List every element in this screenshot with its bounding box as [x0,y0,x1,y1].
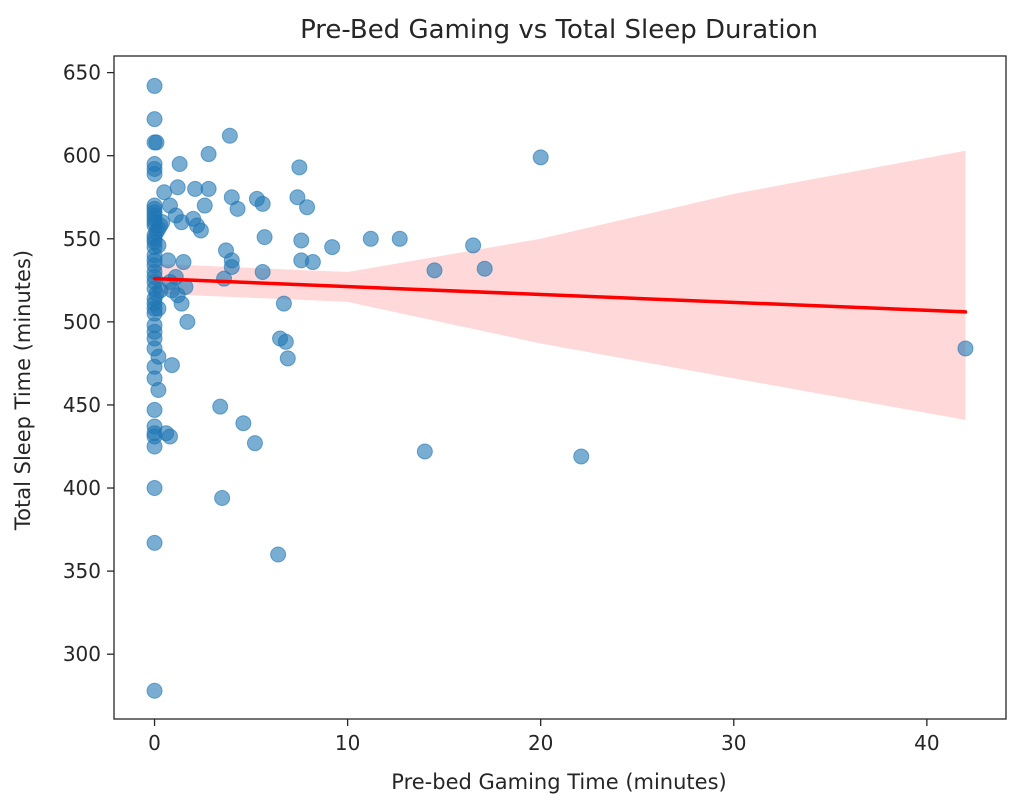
scatter-point [175,254,192,271]
scatter-point [146,401,163,418]
scatter-point [173,295,190,312]
x-tick-label: 30 [721,731,746,755]
scatter-point [465,237,482,254]
scatter-point [214,490,231,506]
x-tick-label: 0 [148,731,161,755]
x-tick-label: 40 [914,731,939,755]
y-tick-label: 600 [63,144,101,168]
y-tick-label: 400 [63,476,101,500]
y-tick-label: 300 [63,642,101,666]
scatter-point [573,448,590,465]
scatter-point [148,134,165,151]
scatter-point [146,534,163,551]
confidence-band [154,150,966,420]
scatter-points-layer [146,77,974,699]
scatter-point [200,146,217,163]
scatter-point [426,262,443,279]
scatter-point [169,179,186,196]
scatter-point [416,443,433,460]
scatter-point [254,195,271,212]
scatter-point [293,232,310,249]
scatter-point [146,165,163,182]
scatter-point [275,295,292,312]
x-tick-label: 10 [335,731,360,755]
scatter-point [146,438,163,455]
scatter-point [270,546,287,563]
x-axis-label: Pre-bed Gaming Time (minutes) [391,770,726,794]
scatter-point [391,230,408,247]
plot-frame [113,55,1007,720]
y-axis-label: Total Sleep Time (minutes) [11,250,35,531]
chart-title: Pre-Bed Gaming vs Total Sleep Duration [300,15,818,45]
scatter-point [223,252,240,269]
scatter-point [254,264,271,281]
scatter-point [299,199,316,216]
scatter-point [289,189,306,206]
y-tick-label: 350 [63,559,101,583]
scatter-point [160,252,177,269]
x-axis-ticks: 0 10 20 30 40 [148,719,940,755]
scatter-point [324,239,341,256]
scatter-point [146,682,163,699]
y-tick-label: 550 [63,227,101,251]
scatter-point [156,184,173,201]
scatter-point [161,428,178,445]
scatter-point [150,381,167,398]
scatter-point [291,159,308,176]
x-tick-label: 20 [528,731,553,755]
scatter-point [229,200,246,217]
y-axis-ticks: 300 350 400 450 500 550 600 650 [63,61,114,666]
scatter-point [279,350,296,367]
scatter-point [200,180,217,197]
scatter-point [246,435,263,452]
scatter-point [146,480,163,497]
scatter-point [179,313,196,330]
scatter-point [957,340,974,357]
scatter-point [235,415,252,432]
scatter-point [146,111,163,128]
scatter-point [221,127,238,144]
scatter-point [150,300,167,317]
scatter-point [277,333,294,350]
regression-line [152,276,968,314]
scatter-point [192,222,209,239]
y-tick-label: 450 [63,393,101,417]
scatter-point [532,149,549,166]
scatter-point [362,230,379,247]
scatter-point [196,197,213,214]
scatter-point [476,260,493,277]
scatter-point [171,156,188,173]
scatter-point [256,229,273,246]
scatter-point [212,398,229,415]
scatter-point [304,254,321,271]
confidence-band-layer [154,150,966,420]
y-tick-label: 650 [63,61,101,85]
y-tick-label: 500 [63,310,101,334]
scatter-point [163,357,180,374]
regression-line-layer [152,276,968,314]
scatter-point [146,77,163,94]
scatter-point [187,180,204,197]
